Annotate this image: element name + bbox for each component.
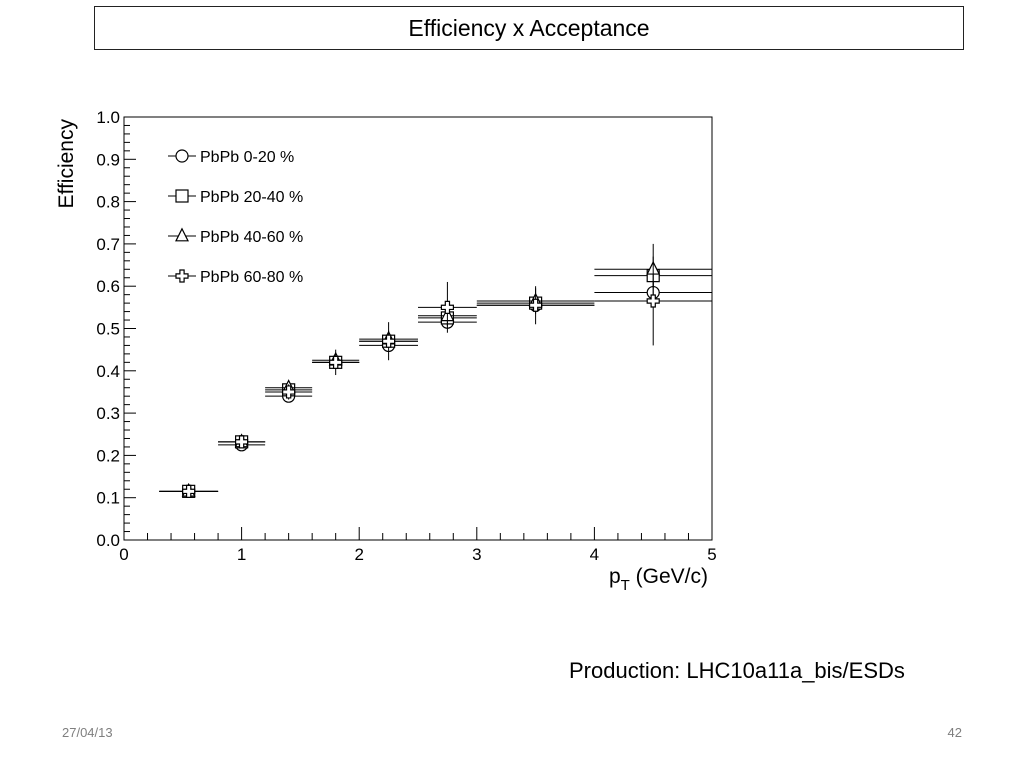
data-point-cross <box>235 435 249 449</box>
series-circle <box>159 281 712 498</box>
x-tick-label: 4 <box>590 545 599 564</box>
data-point-cross <box>182 484 196 498</box>
axis-ticks: 0.0 0.1 0.2 0.3 0.4 0.5 0.6 0.7 0.8 0.9 1.0 0 1 2 3 4 5 <box>96 108 716 564</box>
legend-label: PbPb 20-40 % <box>200 189 303 206</box>
slide-page-number: 42 <box>947 725 962 740</box>
series-square <box>159 262 712 498</box>
plot-area-border <box>123 116 713 541</box>
y-tick-label: 0.9 <box>96 150 120 169</box>
legend-entry: PbPb 20-40 % <box>168 189 303 206</box>
x-tick-label: 5 <box>707 545 716 564</box>
x-tick-label: 2 <box>354 545 363 564</box>
legend: PbPb 0-20 % PbPb 20-40 % PbPb 40-60 % PbPb … <box>168 149 303 286</box>
legend-label: PbPb 0-20 % <box>200 149 294 166</box>
data-point-cross <box>382 334 396 348</box>
data-points <box>159 243 712 498</box>
axis-labels: Efficiency pT (GeV/c) <box>55 119 708 594</box>
x-tick-label: 0 <box>119 545 128 564</box>
legend-marker-cross <box>175 269 189 283</box>
y-tick-label: 0.6 <box>96 277 120 296</box>
legend-marker-square <box>175 189 189 203</box>
series-cross <box>159 256 712 498</box>
legend-marker-circle <box>175 149 189 163</box>
data-point-cross <box>646 294 660 308</box>
y-tick-label: 0.7 <box>96 235 120 254</box>
y-tick-label: 0.0 <box>96 531 120 550</box>
data-point-cross <box>282 385 296 399</box>
y-tick-label: 1.0 <box>96 108 120 127</box>
legend-entry: PbPb 40-60 % <box>168 227 303 246</box>
legend-marker-triangle <box>175 227 189 242</box>
y-tick-label: 0.4 <box>96 362 120 381</box>
x-axis-label: pT (GeV/c) <box>609 565 708 594</box>
y-axis-label: Efficiency <box>55 119 78 209</box>
plot-frame <box>123 116 713 541</box>
y-tick-label: 0.5 <box>96 320 120 339</box>
legend-label: PbPb 60-80 % <box>200 269 303 286</box>
x-tick-label: 1 <box>237 545 246 564</box>
slide-date: 27/04/13 <box>62 725 113 740</box>
legend-label: PbPb 40-60 % <box>200 229 303 246</box>
data-point-cross <box>528 298 543 312</box>
production-note: Production: LHC10a11a_bis/ESDs <box>569 658 905 683</box>
slide-title: Efficiency x Acceptance <box>408 14 650 41</box>
y-tick-label: 0.3 <box>96 404 120 423</box>
y-tick-label: 0.8 <box>96 193 120 212</box>
data-point-cross <box>440 300 454 314</box>
slide-title-box: Efficiency x Acceptance <box>94 6 964 50</box>
y-tick-label: 0.2 <box>96 446 120 465</box>
y-tick-label: 0.1 <box>96 489 120 508</box>
data-point-cross <box>329 355 343 369</box>
x-tick-label: 3 <box>472 545 481 564</box>
legend-entry: PbPb 60-80 % <box>168 269 303 286</box>
legend-entry: PbPb 0-20 % <box>168 149 294 166</box>
